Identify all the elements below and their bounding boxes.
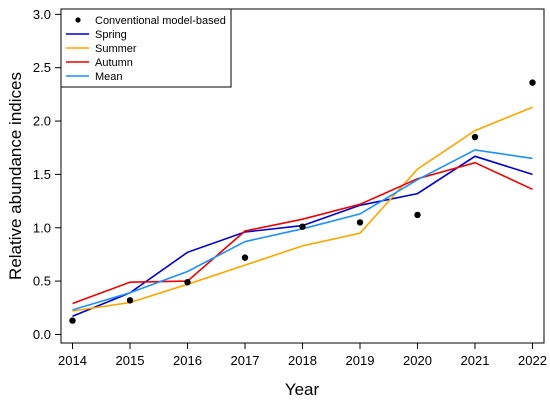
conventional-point — [299, 223, 306, 230]
legend-label: Mean — [95, 71, 123, 83]
series-line-spring — [72, 155, 533, 318]
x-tick-label: 2014 — [58, 353, 87, 368]
legend-box — [60, 8, 232, 88]
x-tick-label: 2017 — [231, 353, 260, 368]
x-tick-label: 2015 — [116, 353, 145, 368]
y-tick-label: 2.0 — [33, 114, 51, 129]
x-axis: 2014 2015 2016 2017 2018 2019 2020 2021 2022 — [58, 343, 547, 368]
conventional-point — [184, 278, 191, 286]
x-tick-label: 2018 — [288, 353, 317, 368]
legend-marker-point — [75, 17, 81, 23]
legend: Conventional model-based Spring Summer Autu… — [60, 8, 232, 88]
x-axis-title: Year — [285, 380, 320, 399]
y-tick-label: 1.5 — [33, 167, 51, 182]
y-tick-label: 0.5 — [33, 274, 51, 289]
conventional-point — [471, 133, 479, 141]
legend-label: Spring — [95, 29, 127, 41]
conventional-point — [529, 79, 536, 86]
y-tick-label: 0.0 — [33, 327, 51, 342]
conventional-point — [69, 317, 76, 324]
legend-label: Summer — [95, 43, 137, 55]
conventional-point — [414, 211, 421, 219]
x-tick-label: 2020 — [403, 353, 432, 368]
conventional-point — [356, 219, 364, 226]
series-line-autumn — [72, 161, 533, 305]
x-tick-label: 2019 — [346, 353, 375, 368]
x-tick-label: 2021 — [461, 353, 490, 368]
conventional-point — [241, 254, 249, 261]
series-layer — [72, 106, 533, 318]
conventional-point — [126, 297, 134, 304]
y-tick-label: 3.0 — [33, 7, 51, 22]
y-axis-title: Relative abundance indices — [6, 72, 25, 280]
series-line-mean — [72, 149, 533, 311]
y-axis: 0.0 0.5 1.0 1.5 2.0 2.5 3.0 — [33, 7, 61, 342]
y-tick-label: 2.5 — [33, 60, 51, 75]
legend-label: Autumn — [95, 57, 133, 69]
legend-label: Conventional model-based — [95, 15, 226, 27]
x-tick-label: 2022 — [518, 353, 547, 368]
series-line-summer — [72, 106, 533, 312]
x-tick-label: 2016 — [173, 353, 202, 368]
points-layer — [69, 79, 536, 324]
y-tick-label: 1.0 — [33, 220, 51, 235]
